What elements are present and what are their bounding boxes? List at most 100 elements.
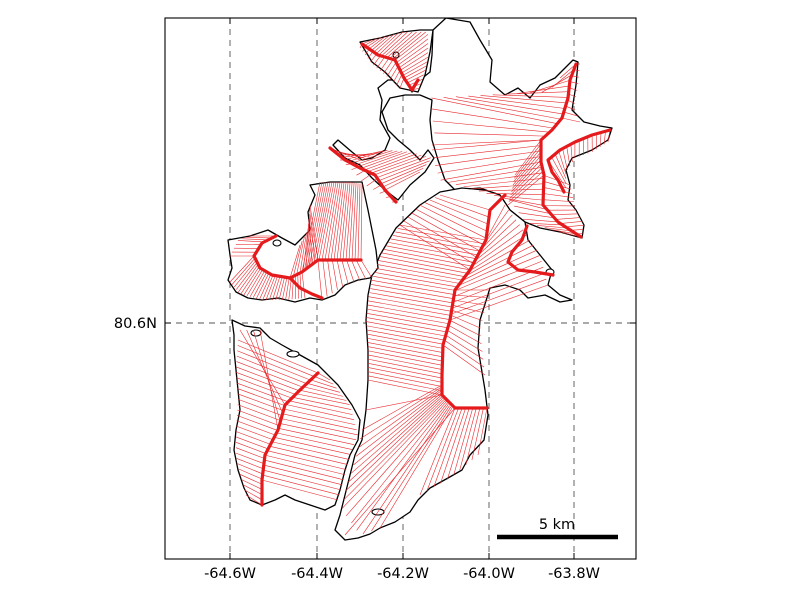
flowline [236, 372, 296, 395]
flowline [341, 259, 349, 285]
flowline [333, 181, 345, 261]
flowline [235, 436, 269, 450]
flowline [239, 329, 286, 406]
flowline [399, 224, 471, 271]
flowline [471, 183, 544, 190]
flowline [384, 171, 421, 191]
flowline [440, 407, 466, 484]
flowline [375, 32, 399, 54]
flowline [367, 308, 450, 325]
flowline [236, 425, 274, 441]
flowline [565, 105, 575, 111]
flowline [477, 407, 488, 456]
flowline [367, 367, 443, 383]
flowline [281, 277, 288, 301]
flowline [235, 442, 266, 454]
flowline [386, 245, 475, 263]
flowline [431, 139, 542, 146]
flowline [354, 183, 359, 261]
flowline [237, 409, 280, 426]
flowline [560, 221, 583, 224]
flowline [361, 384, 443, 431]
flowline [561, 117, 581, 123]
flowline [246, 269, 263, 297]
flowline [351, 182, 357, 261]
flowline [244, 489, 263, 501]
nunatak [286, 350, 300, 358]
flowline [309, 209, 316, 263]
flowline [360, 386, 443, 440]
flowline [452, 266, 544, 303]
flowline [235, 447, 265, 459]
flowline [263, 464, 343, 486]
centerline-center [440, 193, 507, 410]
flowline [289, 244, 301, 279]
flowline [450, 278, 547, 315]
x-tick-label: -64.6W [204, 566, 256, 582]
flowline [401, 56, 429, 74]
flowline [236, 382, 289, 403]
flowline [463, 177, 544, 188]
flowline [283, 408, 356, 426]
flowline [453, 407, 474, 476]
flowline [468, 95, 565, 109]
flowline [253, 329, 281, 422]
flowline [510, 163, 542, 196]
flowline [367, 346, 443, 362]
centerline-north-small [328, 146, 398, 204]
flowline [383, 249, 473, 267]
flowline [367, 354, 443, 370]
flowline [299, 389, 347, 401]
flowline [237, 404, 281, 421]
flowline [419, 204, 487, 239]
flowline [507, 174, 545, 206]
flowline [379, 256, 468, 274]
flowline [236, 420, 276, 436]
flowline [368, 296, 452, 312]
flowline [269, 445, 348, 465]
nunatak [272, 239, 282, 247]
flowline [374, 272, 458, 288]
flowline [512, 155, 542, 189]
x-tick-label: -63.8W [548, 566, 600, 582]
flowline [452, 304, 485, 314]
flowline [389, 31, 422, 59]
flowline [542, 180, 572, 190]
flowline [383, 59, 394, 74]
flowline [366, 37, 381, 48]
flowline [261, 479, 339, 501]
flowline [566, 146, 571, 167]
flowline [293, 240, 303, 277]
flowline [477, 219, 517, 256]
flowline [505, 91, 569, 95]
flowline [236, 262, 258, 290]
centerline-northeast-vertical [539, 62, 583, 239]
flowline [281, 418, 359, 436]
flowline [431, 97, 558, 124]
flowline [509, 167, 543, 199]
flowline [537, 225, 568, 229]
flowline [278, 428, 355, 445]
flowline [513, 147, 542, 182]
flowline [360, 259, 373, 279]
flowline [405, 70, 426, 81]
scale-bar-label: 5 km [539, 517, 575, 533]
flowline [383, 31, 413, 58]
flowline [471, 229, 524, 267]
flowline [299, 232, 307, 274]
flowline [379, 407, 453, 529]
flowline [448, 324, 482, 344]
flowline [367, 304, 451, 320]
flowline [465, 239, 531, 277]
flowline [362, 405, 450, 535]
flowline [562, 148, 568, 170]
flowline [407, 216, 477, 258]
flowline [373, 33, 395, 53]
flowline [256, 272, 270, 299]
flowline [402, 61, 428, 76]
flowline [369, 292, 453, 308]
flowline [274, 437, 351, 455]
x-tick-labels: -64.6W -64.4W -64.2W -64.0W -63.8W [204, 566, 600, 582]
flowline [509, 199, 548, 210]
flowline [392, 31, 426, 60]
